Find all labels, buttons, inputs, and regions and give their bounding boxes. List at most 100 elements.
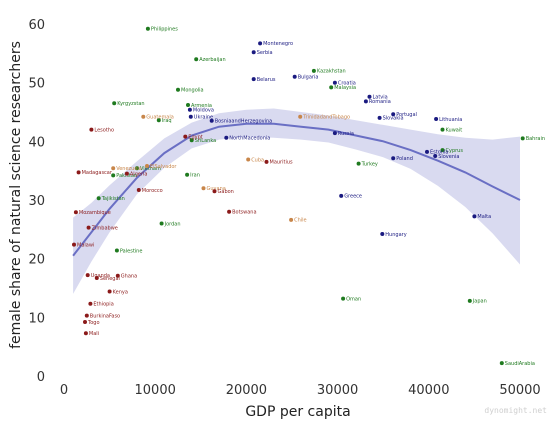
y-tick-label: 0 <box>37 370 45 385</box>
data-point: Mozambique <box>73 210 111 216</box>
point-label: Moldova <box>193 108 214 114</box>
data-point: Zimbabwe <box>86 225 118 231</box>
point-label: Morocco <box>142 188 163 194</box>
data-point: Latvia <box>367 94 388 101</box>
x-tick-label: 50000 <box>499 383 540 398</box>
point-label: Armenia <box>191 103 212 109</box>
point-label: Tajikistan <box>101 196 125 202</box>
point-label: Ukraine <box>194 115 213 121</box>
data-point: Poland <box>391 156 413 162</box>
point-label: Malta <box>477 214 491 220</box>
point-marker <box>298 114 303 119</box>
data-point: Cyprus <box>440 148 463 154</box>
point-marker <box>311 68 316 73</box>
point-label: Botswana <box>232 210 256 216</box>
data-point: Kenya <box>107 289 128 295</box>
data-point: Turkey <box>356 161 378 167</box>
trend-line <box>72 122 521 257</box>
point-label: Madagascar <box>82 170 113 176</box>
point-label: Kenya <box>113 289 128 295</box>
point-marker <box>94 276 99 280</box>
data-point: Iran <box>185 173 200 179</box>
point-label: Togo <box>87 320 100 326</box>
data-point: Slovakia <box>377 116 404 122</box>
data-point: ElSalvador <box>145 164 177 170</box>
y-tick-label: 10 <box>28 311 45 326</box>
data-point: Vietnam <box>135 166 161 172</box>
data-point: Kuwait <box>440 127 463 133</box>
point-marker <box>84 313 89 318</box>
data-point: Slovenia <box>433 154 459 160</box>
point-marker <box>185 172 190 177</box>
point-label: Slovenia <box>438 154 459 160</box>
point-marker <box>227 209 232 214</box>
y-tick-label: 30 <box>28 194 45 209</box>
data-point: Madagascar <box>76 170 113 176</box>
data-point: Bulgaria <box>292 74 318 81</box>
data-point: Algeria <box>124 171 148 177</box>
data-point: Armenia <box>186 103 212 109</box>
y-tick-label: 40 <box>28 135 45 150</box>
point-label: Portugal <box>396 112 417 118</box>
data-point: Portugal <box>391 112 417 118</box>
point-marker <box>391 112 396 117</box>
y-axis-label: female share of natural science research… <box>8 41 24 349</box>
data-point: Hungary <box>380 232 407 238</box>
trend-curve <box>72 122 521 257</box>
data-point: Chile <box>289 218 307 224</box>
point-label: Iran <box>190 173 200 179</box>
point-marker <box>96 196 101 201</box>
point-label: Bahrain <box>526 136 545 142</box>
point-marker <box>472 214 477 219</box>
data-point: Montenegro <box>258 41 293 47</box>
data-point: Togo <box>83 320 100 326</box>
point-label: Palestine <box>120 248 143 254</box>
data-point: Cuba <box>246 157 264 163</box>
point-marker <box>83 320 87 324</box>
point-marker <box>89 127 94 132</box>
point-marker <box>159 221 164 226</box>
data-point: BosniaandHerzegovina <box>209 119 272 125</box>
data-point: Guyana <box>201 186 226 192</box>
x-tick-label: 30000 <box>317 383 358 398</box>
point-marker <box>183 134 188 139</box>
point-marker <box>440 148 445 153</box>
point-marker <box>520 136 525 141</box>
point-marker <box>124 171 129 176</box>
point-label: Turkey <box>361 161 378 167</box>
point-marker <box>292 74 297 79</box>
point-marker <box>367 94 372 99</box>
point-marker <box>189 138 194 143</box>
data-point: Kazakhstan <box>311 68 346 75</box>
data-point: Greece <box>339 194 362 200</box>
point-marker <box>145 164 149 168</box>
point-label: Latvia <box>373 95 388 101</box>
x-tick-label: 0 <box>60 383 68 398</box>
y-axis-ticks: 0 10 20 30 40 50 60 <box>28 18 45 385</box>
point-label: Hungary <box>385 232 406 238</box>
point-label: Poland <box>396 156 413 162</box>
y-tick-label: 60 <box>28 18 45 33</box>
point-label: Vietnam <box>140 166 161 172</box>
data-point: Romania <box>363 99 391 105</box>
data-point: TrinidadandTobago <box>298 115 350 121</box>
y-tick-label: 20 <box>28 253 45 268</box>
point-label: Algeria <box>130 171 148 177</box>
point-label: Estonia <box>430 150 448 156</box>
point-label: Mauritius <box>270 160 294 166</box>
point-label: Malawi <box>77 242 94 248</box>
point-marker <box>114 248 119 253</box>
point-label: Malaysia <box>334 85 356 91</box>
point-marker <box>88 301 93 306</box>
point-marker <box>425 149 429 154</box>
point-label: Gabon <box>218 189 234 195</box>
point-marker <box>339 193 344 198</box>
point-label: Kuwait <box>446 127 463 133</box>
data-point: Russia <box>332 131 354 137</box>
point-marker <box>73 210 78 215</box>
point-marker <box>111 173 116 178</box>
point-marker <box>176 87 180 92</box>
point-label: ElSalvador <box>150 164 177 170</box>
point-marker <box>391 156 396 161</box>
